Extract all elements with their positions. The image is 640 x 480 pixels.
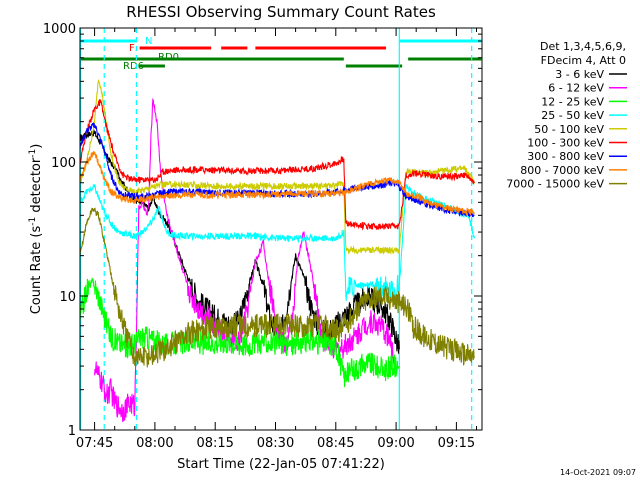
plot-frame — [79, 27, 483, 431]
x-axis-label: Start Time (22-Jan-05 07:41:22) — [177, 457, 385, 472]
x-axis: 07:45 08:00 08:15 08:30 08:45 09:00 09:15 — [76, 28, 477, 451]
generated-timestamp: 14-Oct-2021 09:07 — [560, 468, 636, 477]
legend-entry-label: 50 - 100 keV — [534, 123, 604, 136]
x-tick-label: 08:30 — [257, 436, 294, 451]
series-line — [80, 150, 475, 216]
legend-entry-label: 300 - 800 keV — [527, 150, 604, 163]
x-tick-label: 09:00 — [377, 436, 414, 451]
y-tick-label: 10 — [59, 290, 76, 305]
legend-entry-label: 800 - 7000 keV — [520, 164, 604, 177]
series-line — [80, 184, 476, 301]
y-axis-label: Count Rate (s-1 detector-1) — [28, 144, 44, 315]
legend-entry-label: 100 - 300 keV — [527, 137, 604, 150]
legend-entry-label: 6 - 12 keV — [548, 82, 604, 95]
x-tick-label: 07:45 — [76, 436, 113, 451]
flag-bars: NF RD0 RD6 — [80, 36, 482, 72]
legend-entry-label: 3 - 6 keV — [555, 68, 604, 81]
x-tick-label: 08:15 — [196, 436, 233, 451]
flag-bar-label: RD0 — [158, 52, 179, 63]
series-line — [80, 78, 476, 256]
x-tick-label: 08:00 — [136, 436, 173, 451]
chart-title: RHESSI Observing Summary Count Rates — [126, 3, 436, 21]
y-tick-label: 1000 — [43, 22, 76, 37]
series-line — [80, 98, 475, 231]
y-tick-label: 100 — [51, 156, 76, 171]
legend-header: FDecim 4, Att 0 — [541, 54, 626, 67]
y-axis-label-sup: -1 — [28, 217, 38, 226]
y-axis: 1 10 100 1000 — [43, 22, 482, 439]
legend-entry-label: 7000 - 15000 keV — [506, 178, 604, 191]
x-tick-label: 09:15 — [438, 436, 475, 451]
legend: Det 1,3,4,5,6,9,FDecim 4, Att 03 - 6 keV… — [506, 40, 627, 191]
legend-entry-label: 25 - 50 keV — [541, 109, 604, 122]
series-line — [80, 277, 400, 388]
flag-bar-label: RD6 — [123, 61, 144, 72]
y-axis-label-part: ) — [29, 144, 44, 149]
y-axis-label-sup: -1 — [28, 149, 38, 158]
x-tick-label: 08:45 — [317, 436, 354, 451]
legend-entry-label: 12 - 25 keV — [541, 95, 604, 108]
y-axis-label-part: detector — [29, 157, 44, 217]
series-line — [94, 97, 397, 423]
flag-bar-label: N — [145, 36, 152, 47]
series-lines — [80, 78, 476, 423]
y-axis-label-part: Count Rate (s — [29, 226, 44, 315]
flag-bar-label: F — [129, 43, 135, 54]
y-tick-label: 1 — [68, 424, 76, 439]
legend-header: Det 1,3,4,5,6,9, — [540, 40, 626, 53]
series-line — [80, 207, 476, 368]
vertical-markers — [80, 28, 473, 430]
